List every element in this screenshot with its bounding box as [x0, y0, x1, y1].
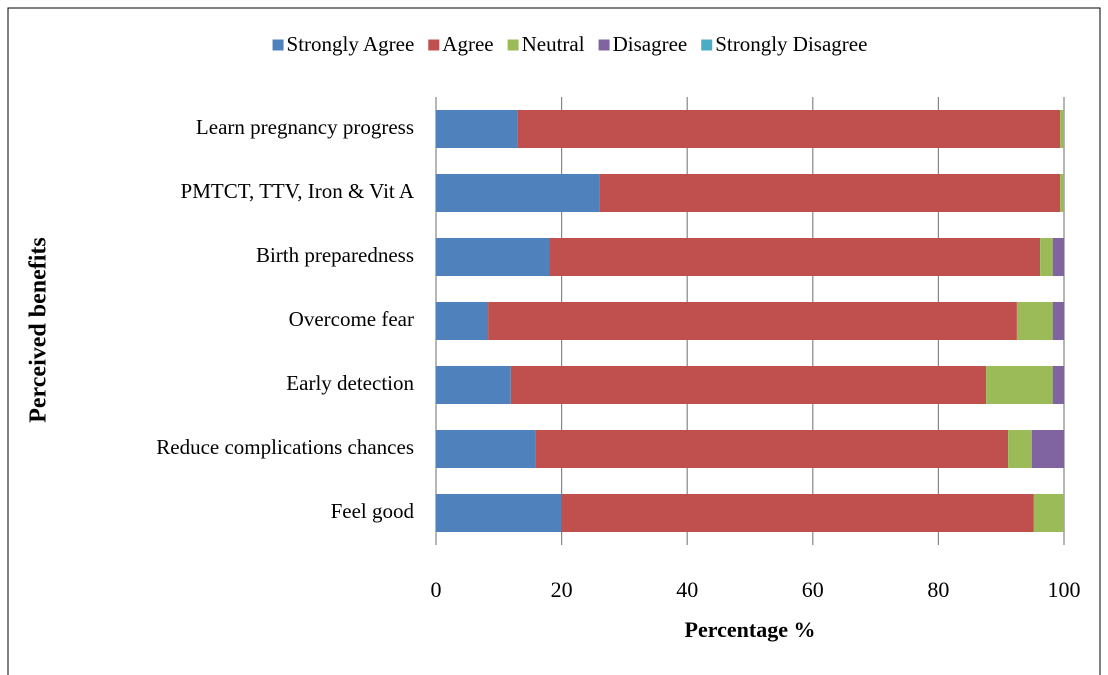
- bar-segment: [1060, 110, 1064, 148]
- bar-segment: [436, 302, 489, 340]
- bar-segment: [1033, 494, 1064, 532]
- chart-frame: [7, 7, 1101, 675]
- legend-label: Disagree: [613, 32, 688, 56]
- bar-segment: [549, 238, 1041, 276]
- legend-label: Neutral: [522, 32, 585, 56]
- bar-segment: [436, 110, 518, 148]
- y-tick-label: Reduce complications chances: [156, 435, 414, 459]
- bar-segment: [560, 494, 1034, 532]
- x-tick-label: 20: [551, 577, 573, 602]
- legend-swatch: [507, 39, 519, 51]
- legend-swatch: [701, 39, 713, 51]
- bar-segment: [599, 174, 1061, 212]
- bar-segment: [510, 366, 987, 404]
- bar-segment: [1052, 366, 1064, 404]
- bar-segment: [1008, 430, 1032, 468]
- legend-label: Strongly Agree: [287, 32, 415, 56]
- x-tick-label: 80: [927, 577, 949, 602]
- x-tick-label: 60: [802, 577, 824, 602]
- bar-segment: [436, 430, 536, 468]
- bar-segment: [1016, 302, 1053, 340]
- bar-segment: [436, 494, 561, 532]
- y-tick-label: PMTCT, TTV, Iron & Vit A: [181, 179, 415, 203]
- bar-segment: [1031, 430, 1064, 468]
- legend-swatch: [598, 39, 610, 51]
- bar-segment: [436, 238, 550, 276]
- bar-segment: [436, 366, 511, 404]
- bar-segment: [535, 430, 1009, 468]
- bar-segment: [1060, 174, 1064, 212]
- bar-segment: [517, 110, 1061, 148]
- x-tick-label: 40: [676, 577, 698, 602]
- y-tick-label: Overcome fear: [289, 307, 414, 331]
- bar-segment: [1052, 238, 1064, 276]
- bar-segment: [986, 366, 1053, 404]
- x-tick-label: 100: [1048, 577, 1081, 602]
- y-tick-label: Early detection: [286, 371, 414, 395]
- legend-label: Agree: [442, 32, 493, 56]
- legend-label: Strongly Disagree: [715, 32, 867, 56]
- x-tick-label: 0: [431, 577, 442, 602]
- x-axis-title: Percentage %: [685, 617, 816, 642]
- bar-segment: [1040, 238, 1053, 276]
- legend-swatch: [272, 39, 284, 51]
- bar-segment: [1052, 302, 1064, 340]
- bar-segment: [436, 174, 600, 212]
- bar-segment: [488, 302, 1017, 340]
- legend-swatch: [428, 39, 440, 51]
- y-tick-label: Feel good: [331, 499, 415, 523]
- y-axis-title: Perceived benefits: [26, 237, 52, 423]
- y-tick-label: Birth preparedness: [256, 243, 414, 267]
- y-tick-label: Learn pregnancy progress: [196, 115, 414, 139]
